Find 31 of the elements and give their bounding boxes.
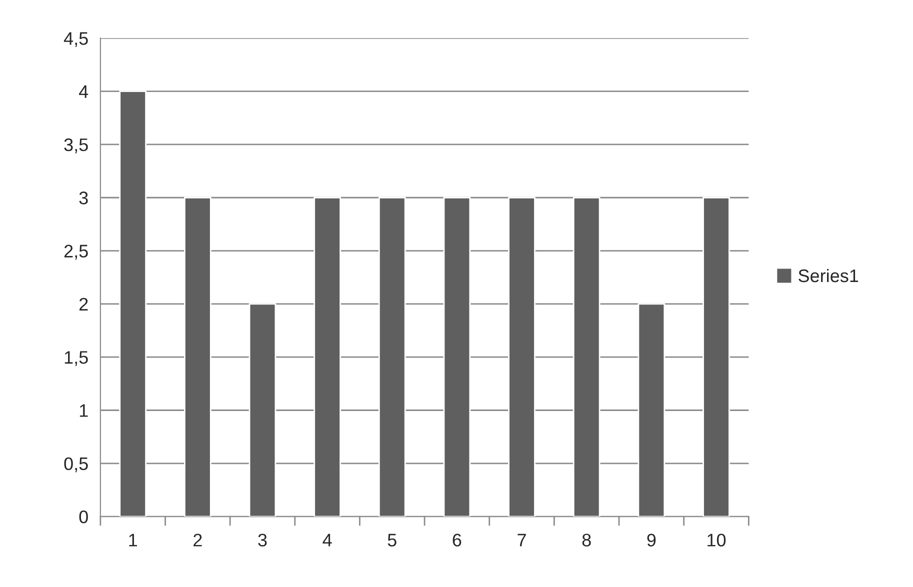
y-tick-label: 2 — [79, 298, 88, 310]
bar — [572, 196, 600, 517]
x-tick-label: 10 — [708, 534, 726, 546]
y-tick-label: 4 — [79, 85, 88, 98]
y-tick-label: 0,5 — [64, 457, 88, 472]
bar — [314, 196, 341, 517]
y-tick-label: 1,5 — [64, 351, 88, 366]
bar — [443, 196, 471, 517]
x-tick-label: 2 — [194, 534, 202, 546]
x-tick-label: 9 — [647, 534, 656, 546]
legend-label: Series1 — [798, 268, 858, 282]
y-tick-label: 2,5 — [64, 244, 88, 260]
y-tick-label: 1 — [80, 404, 88, 417]
x-tick-label: 5 — [388, 534, 396, 546]
x-tick-label: 3 — [258, 534, 267, 546]
x-tick-label: 8 — [582, 534, 591, 546]
x-tick-label: 4 — [322, 534, 332, 546]
bar — [638, 303, 666, 517]
bar — [119, 90, 146, 517]
bar — [378, 196, 406, 517]
bar — [248, 303, 276, 517]
bar — [508, 196, 536, 517]
bar — [702, 196, 730, 517]
x-tick-label: 6 — [452, 534, 462, 546]
y-tick-label: 0 — [79, 510, 88, 524]
y-tick-label: 3 — [79, 192, 88, 204]
x-tick-label: 7 — [518, 534, 526, 546]
y-tick-label: 4,5 — [64, 32, 88, 48]
x-tick-label: 1 — [129, 534, 137, 546]
y-tick-label: 3,5 — [64, 138, 88, 154]
bar — [184, 196, 212, 517]
